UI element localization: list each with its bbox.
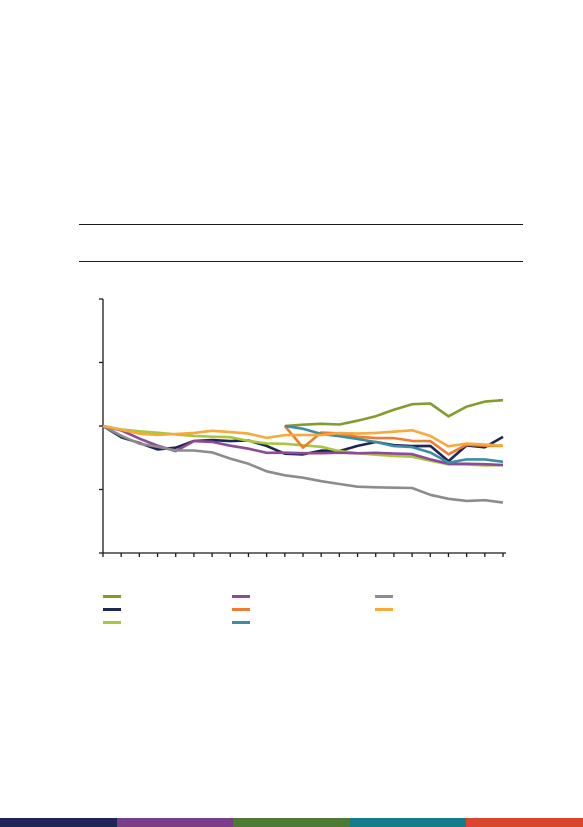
series-line-7 (102, 424, 504, 504)
legend-swatch (232, 621, 250, 624)
legend-swatch (103, 608, 121, 611)
footer-band (233, 818, 351, 827)
header-rule-top (79, 224, 523, 225)
legend-swatch (232, 608, 250, 611)
footer-band (0, 818, 118, 827)
footer-band (116, 818, 235, 827)
legend-swatch (375, 595, 393, 598)
legend-swatch (103, 621, 121, 624)
chart-series (102, 398, 504, 504)
header-rule-bottom (79, 261, 523, 262)
series-line-1 (284, 398, 504, 428)
series-line-8 (102, 424, 504, 448)
legend-swatch (375, 608, 393, 611)
footer-band (349, 818, 468, 827)
legend-swatch (232, 595, 250, 598)
legend-swatch (103, 595, 121, 598)
line-chart (99, 298, 506, 557)
footer-band (466, 818, 583, 827)
